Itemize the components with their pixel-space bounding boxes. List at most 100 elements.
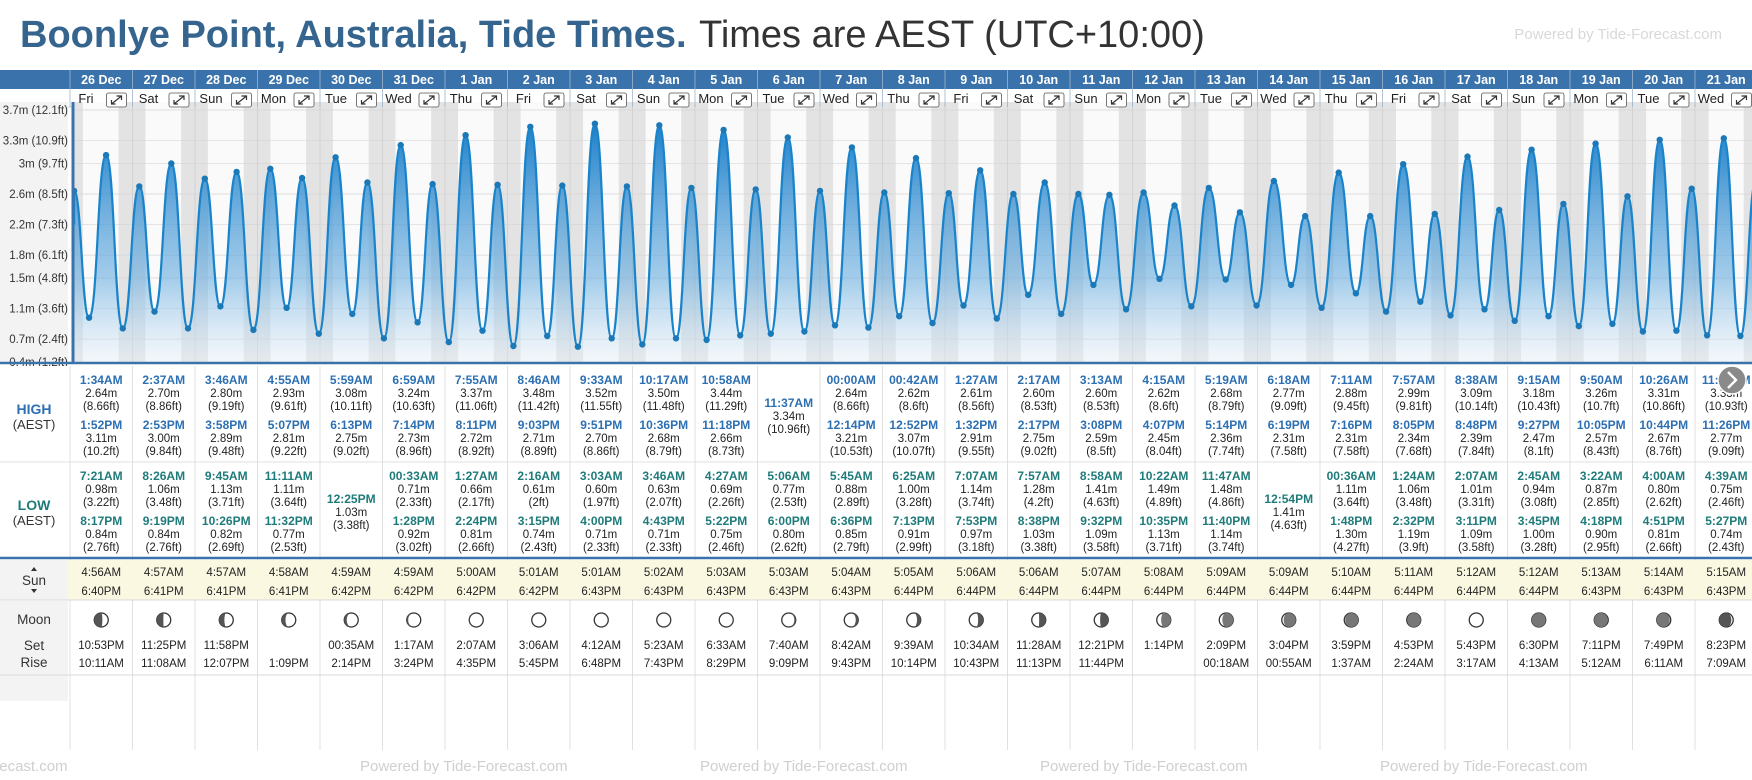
- sunrise-time: 5:10AM: [1331, 567, 1371, 579]
- tide-height-m: 3.34m: [773, 411, 805, 423]
- tide-height-m: 2.77m: [1273, 388, 1305, 400]
- tide-height-m: 1.09m: [1085, 529, 1117, 541]
- tide-point: [720, 126, 727, 134]
- tide-height-m: 2.77m: [1710, 433, 1742, 445]
- sunset-time: 6:43PM: [1706, 586, 1746, 598]
- weekday-label: Sat: [1014, 91, 1034, 106]
- tide-point: [184, 325, 192, 332]
- expand-day-button[interactable]: [1043, 92, 1065, 108]
- date-label: 29 Dec: [269, 73, 309, 87]
- expand-day-button[interactable]: [981, 92, 1002, 108]
- tide-time: 3:08PM: [1080, 418, 1122, 432]
- expand-day-button[interactable]: [1293, 92, 1315, 108]
- tide-point: [1171, 202, 1178, 209]
- expand-day-button[interactable]: [1606, 92, 1627, 108]
- tide-time: 7:13PM: [893, 514, 935, 528]
- moonrise-time: 11:08AM: [141, 658, 186, 670]
- tide-time: 6:13PM: [330, 418, 372, 432]
- expand-day-button[interactable]: [606, 92, 627, 108]
- tide-height-m: 2.68m: [648, 433, 680, 445]
- expand-day-button[interactable]: [231, 92, 252, 108]
- tide-height-m: 2.70m: [148, 388, 180, 400]
- tide-point: [1464, 153, 1471, 160]
- expand-day-button[interactable]: [668, 92, 690, 108]
- tide-point: [1528, 146, 1535, 153]
- expand-day-button[interactable]: [543, 92, 565, 108]
- tide-time: 1:48PM: [1330, 514, 1372, 528]
- expand-day-button[interactable]: [168, 92, 190, 108]
- date-label: 18 Jan: [1519, 73, 1558, 87]
- tide-time: 12:52PM: [889, 418, 938, 432]
- tide-point: [960, 302, 967, 309]
- sunset-time: 6:43PM: [831, 586, 871, 598]
- expand-day-button[interactable]: [356, 92, 377, 108]
- tide-height-m: 1.41m: [1085, 484, 1117, 496]
- y-axis-label: 1.5m (4.8ft): [9, 273, 68, 285]
- expand-day-button[interactable]: [293, 92, 315, 108]
- expand-day-button[interactable]: [1481, 92, 1502, 108]
- expand-day-button[interactable]: [1543, 92, 1565, 108]
- tide-time: 9:50AM: [1580, 373, 1623, 387]
- tide-height-m: 3.08m: [335, 388, 367, 400]
- tide-time: 4:43PM: [643, 514, 685, 528]
- moonrise-time: 3:17AM: [1456, 658, 1496, 670]
- moon-shadow: [1531, 613, 1546, 628]
- tide-point: [1058, 310, 1065, 318]
- expand-day-button[interactable]: [1356, 92, 1377, 108]
- expand-icon: [485, 95, 498, 105]
- expand-day-button[interactable]: [418, 92, 440, 108]
- tide-point: [1382, 308, 1390, 315]
- tide-time: 11:40PM: [1202, 514, 1250, 528]
- expand-day-button[interactable]: [731, 92, 752, 108]
- y-axis-label: 0.7m (2.4ft): [9, 334, 68, 346]
- tide-time: 10:26AM: [1639, 373, 1688, 387]
- tide-point: [1624, 193, 1631, 200]
- moon-phase-icon: [718, 612, 734, 628]
- moon-row-label: Moon: [17, 612, 51, 627]
- tide-point: [1481, 306, 1488, 313]
- moon-disc: [1468, 612, 1484, 628]
- moon-phase-icon: [656, 612, 672, 628]
- expand-day-button[interactable]: [1731, 92, 1752, 108]
- tide-time: 5:27PM: [1705, 514, 1747, 528]
- expand-day-button[interactable]: [1106, 92, 1127, 108]
- sunset-time: 6:40PM: [81, 586, 121, 598]
- tide-point: [1222, 276, 1229, 283]
- expand-day-button[interactable]: [918, 92, 940, 108]
- tide-time: 2:37AM: [142, 373, 185, 387]
- expand-day-button[interactable]: [1231, 92, 1252, 108]
- tide-point: [380, 335, 388, 342]
- sunset-time: 6:42PM: [456, 586, 496, 598]
- date-label: 7 Jan: [835, 73, 867, 87]
- expand-day-button[interactable]: [793, 92, 815, 108]
- footer-powered-by: Powered by Tide-Forecast.com: [1380, 758, 1588, 775]
- tide-time: 8:48PM: [1455, 418, 1497, 432]
- tide-height-m: 0.82m: [210, 529, 242, 541]
- sunrise-time: 5:14AM: [1644, 567, 1684, 579]
- tide-point: [527, 123, 534, 130]
- expand-day-button[interactable]: [481, 92, 502, 108]
- tide-point: [1496, 206, 1503, 214]
- tide-time: 4:18PM: [1580, 514, 1622, 528]
- expand-day-button[interactable]: [1168, 92, 1190, 108]
- expand-day-button[interactable]: [106, 92, 127, 108]
- tide-height-m: 2.73m: [398, 433, 430, 445]
- expand-icon: [1423, 95, 1435, 105]
- tide-height-ft: (3.48ft): [1396, 497, 1433, 509]
- tide-point: [349, 310, 356, 318]
- footer-powered-by: Powered by Tide-Forecast.com: [700, 758, 908, 775]
- expand-day-button[interactable]: [1668, 92, 1690, 108]
- tide-height-m: 3.07m: [898, 433, 930, 445]
- moon-phase-icon: [781, 612, 797, 628]
- moonset-time: 9:39AM: [894, 640, 934, 652]
- expand-day-button[interactable]: [1418, 92, 1440, 108]
- tide-point: [1447, 312, 1454, 319]
- tide-point: [136, 183, 143, 190]
- expand-day-button[interactable]: [856, 92, 877, 108]
- tide-height-m: 0.66m: [460, 484, 492, 496]
- tide-time: 10:36PM: [639, 418, 688, 432]
- sunset-time: 6:43PM: [1644, 586, 1684, 598]
- next-days-button[interactable]: [1717, 365, 1747, 395]
- moonset-time: 2:09PM: [1206, 640, 1246, 652]
- powered-by-badge[interactable]: Powered by Tide-Forecast.com: [1514, 26, 1722, 43]
